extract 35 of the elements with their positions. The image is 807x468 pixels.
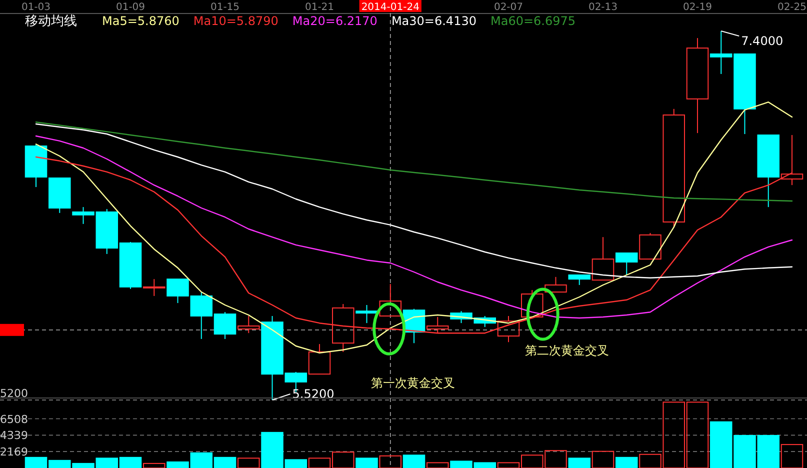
y-tick-label: 6508 (0, 412, 28, 426)
x-tick-label: 02-07 (494, 2, 524, 13)
legend-title: 移动均线 (25, 14, 77, 29)
annotation: 5.5200 (292, 387, 334, 401)
y-tick-label: 2169 (0, 446, 28, 459)
candlestick (686, 38, 709, 134)
annotation: 5200 (0, 387, 28, 400)
candlestick (143, 278, 166, 296)
bar (426, 462, 449, 468)
x-tick-label: 02-13 (588, 2, 618, 13)
x-tick-label: 01-15 (210, 2, 240, 13)
annotation: 7.4000 (741, 34, 784, 48)
text: Ma60=6.6975 (490, 14, 576, 28)
text: Ma20=6.2170 (292, 14, 378, 28)
text: Ma5=5.8760 (102, 14, 180, 28)
annotation: 第一次黄金交叉 (371, 376, 456, 390)
x-tick-label: 02-19 (682, 2, 712, 13)
x-tick-label: 01-03 (21, 2, 51, 13)
bar (402, 454, 426, 468)
bar (356, 458, 378, 468)
bar (592, 450, 614, 468)
bar (379, 455, 402, 468)
bar (780, 444, 804, 468)
bar (143, 462, 166, 468)
bar (238, 458, 260, 468)
text: Ma10=5.8790 (193, 14, 278, 28)
y-tick-label: 4339 (0, 429, 28, 442)
candlestick (356, 304, 378, 324)
bar (615, 456, 638, 468)
text: Ma30=6.4130 (391, 14, 476, 28)
annotation: 第二次黄金交叉 (524, 343, 609, 358)
x-tick-label: 02-25 (777, 2, 807, 13)
x-tick-label: 01-21 (304, 2, 334, 13)
bar (568, 458, 590, 468)
x-tick-label: 01-09 (116, 2, 146, 13)
